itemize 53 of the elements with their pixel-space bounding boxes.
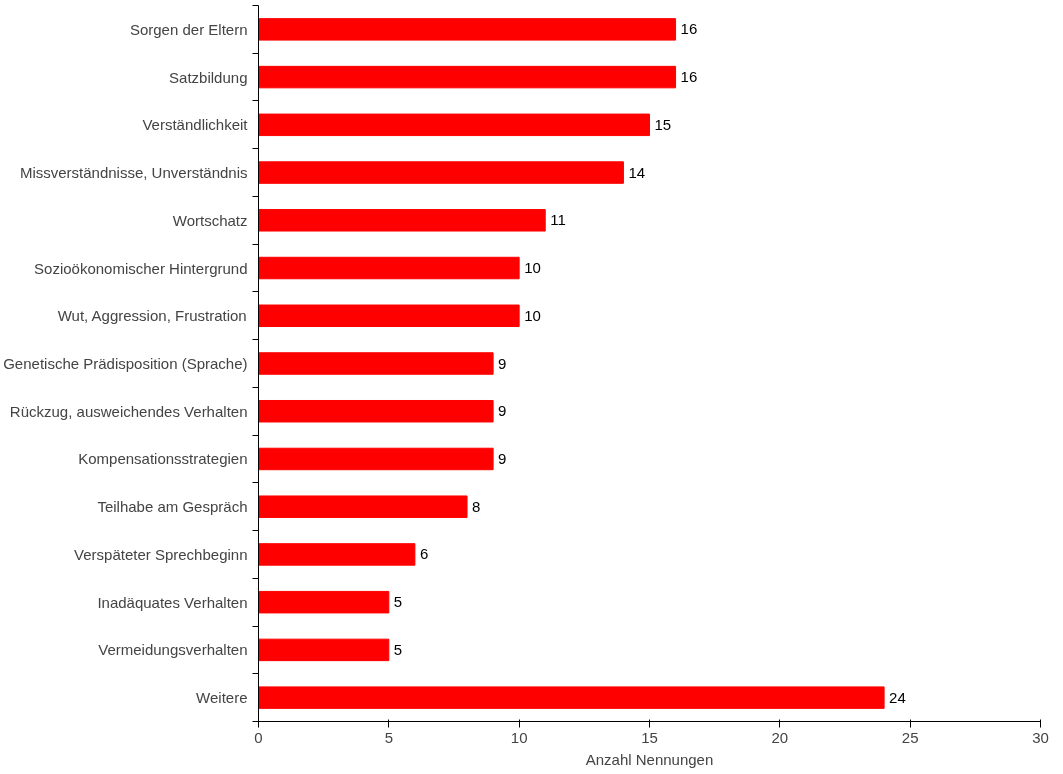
y-tick-label: Vermeidungsverhalten xyxy=(98,641,248,659)
data-label: 14 xyxy=(628,163,646,181)
y-tick-label: Verspäteter Sprechbeginn xyxy=(74,545,248,563)
y-tick-label: Weitere xyxy=(196,689,248,707)
bar xyxy=(258,352,494,375)
data-label: 6 xyxy=(419,545,429,563)
x-tick-label: 15 xyxy=(641,728,658,746)
y-tick-label: Missverständnisse, Unverständnis xyxy=(19,164,248,182)
y-tick-label: Genetische Prädisposition (Sprache) xyxy=(3,355,248,372)
y-tick-label: Wortschatz xyxy=(172,211,248,229)
y-tick-label: Verständlichkeit xyxy=(142,116,249,134)
bar xyxy=(258,686,885,709)
bar xyxy=(258,65,677,89)
x-tick-label: 10 xyxy=(510,728,528,746)
y-tick-label: Sorgen der Eltern xyxy=(129,20,248,38)
y-tick-label: Kompensationsstrategien xyxy=(78,450,248,468)
data-label: 24 xyxy=(889,688,906,706)
y-tick-label: Sozioökonomischer Hintergrund xyxy=(34,259,248,277)
bar xyxy=(258,161,624,184)
bar xyxy=(258,543,416,566)
x-tick-label: 30 xyxy=(1032,728,1049,746)
data-label: 9 xyxy=(498,449,507,467)
bar xyxy=(258,256,520,280)
bar xyxy=(258,113,650,137)
data-label: 11 xyxy=(550,211,566,229)
y-tick-label: Inadäquates Verhalten xyxy=(97,593,248,611)
x-tick-label: 25 xyxy=(901,728,919,746)
y-tick-label: Teilhabe am Gespräch xyxy=(97,498,248,516)
data-label: 15 xyxy=(654,115,672,133)
data-label: 5 xyxy=(393,593,403,611)
data-label: 10 xyxy=(524,259,541,277)
x-tick-label: 0 xyxy=(254,728,263,746)
bar xyxy=(258,447,494,471)
data-label: 9 xyxy=(498,402,507,420)
x-tick-label: 5 xyxy=(384,728,394,746)
data-label: 5 xyxy=(393,640,403,658)
bar xyxy=(258,209,546,232)
y-tick-label: Rückzug, ausweichendes Verhalten xyxy=(9,402,248,420)
y-tick-label: Satzbildung xyxy=(169,68,248,86)
data-label: 16 xyxy=(680,20,698,38)
data-label: 10 xyxy=(524,306,541,324)
y-tick-label: Wut, Aggression, Frustration xyxy=(57,307,247,325)
bar xyxy=(258,399,494,423)
bar xyxy=(258,304,520,328)
x-axis-title: Anzahl Nennungen xyxy=(585,750,714,768)
bar xyxy=(258,495,468,518)
bar xyxy=(258,18,677,41)
bar xyxy=(258,590,390,614)
data-label: 9 xyxy=(498,354,507,372)
data-label: 16 xyxy=(680,68,698,86)
x-tick-label: 20 xyxy=(771,728,789,746)
bar xyxy=(258,638,390,662)
data-label: 8 xyxy=(472,497,481,515)
